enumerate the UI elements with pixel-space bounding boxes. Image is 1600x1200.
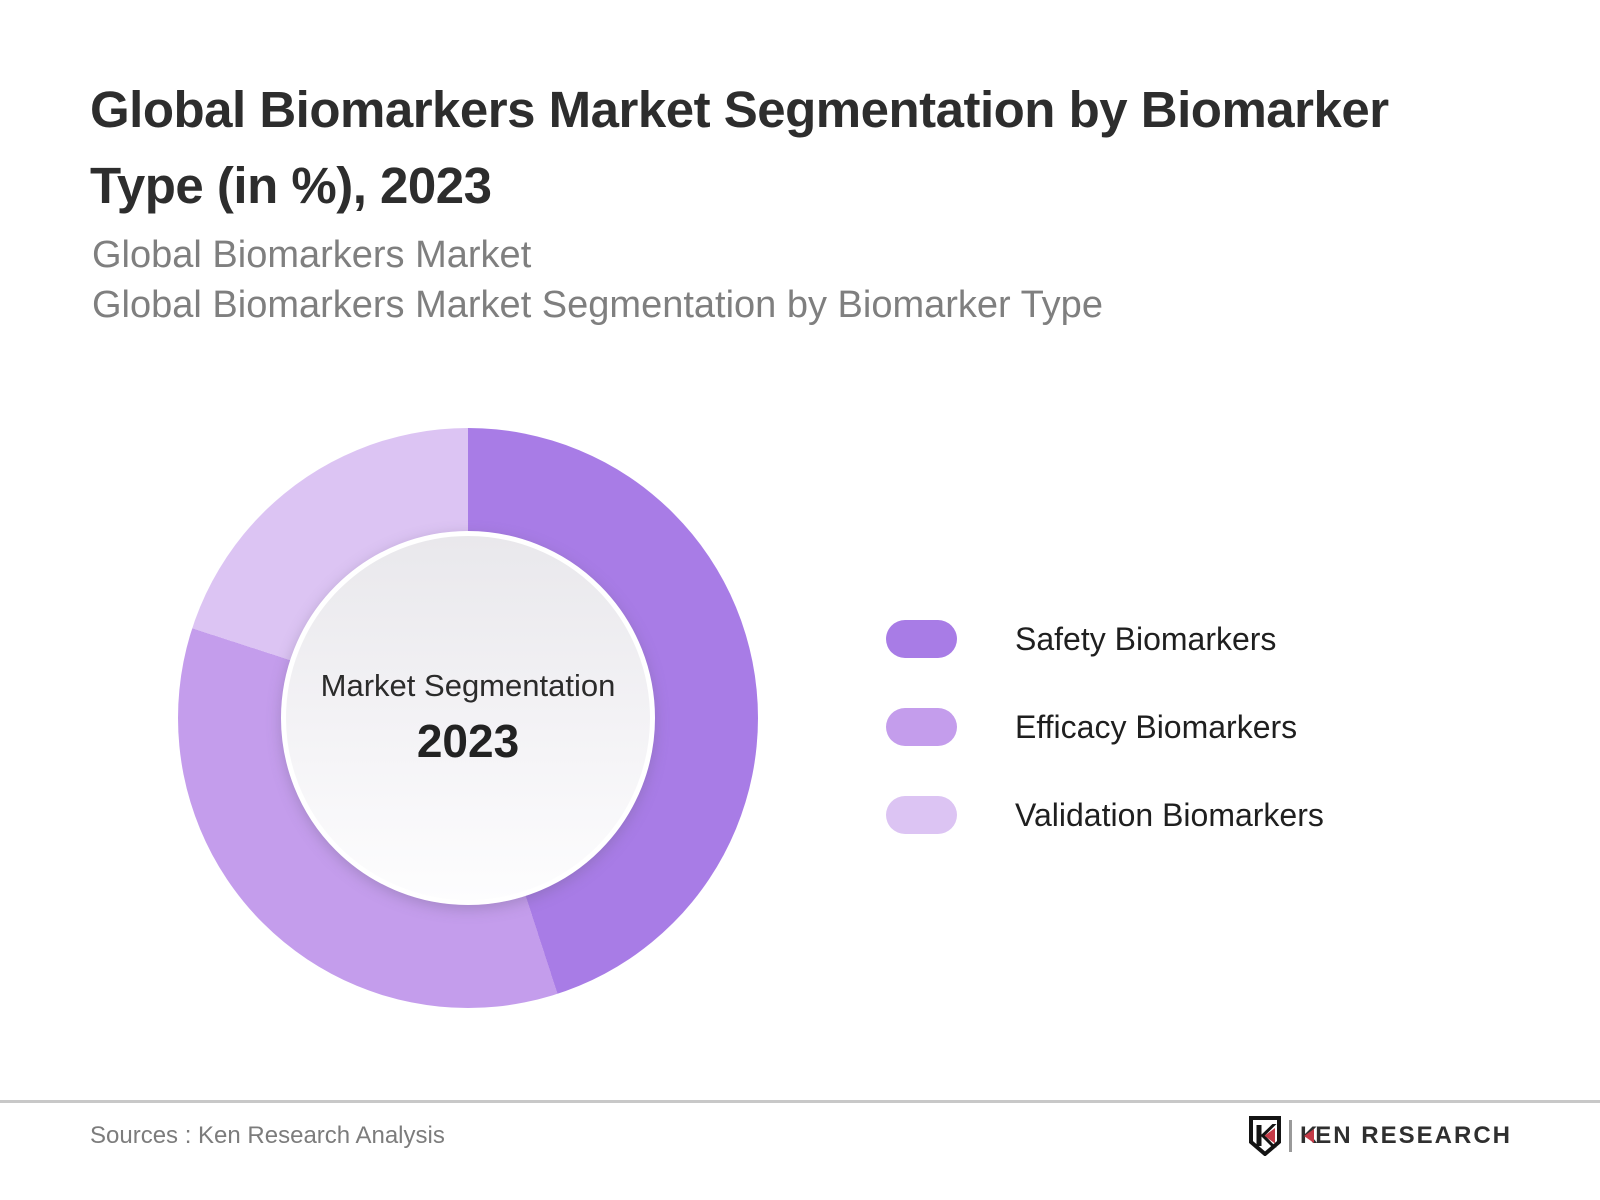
- chart-subtitles: Global Biomarkers Market Global Biomarke…: [92, 230, 1492, 330]
- brand-name-rest: EN RESEARCH: [1315, 1122, 1512, 1149]
- legend-item-efficacy: Efficacy Biomarkers: [886, 708, 1324, 746]
- legend-label-validation: Validation Biomarkers: [1015, 796, 1324, 833]
- ken-research-shield-icon: [1248, 1116, 1281, 1156]
- chart-subtitle-2: Global Biomarkers Market Segmentation by…: [92, 284, 1103, 326]
- brand-separator: [1288, 1120, 1292, 1152]
- sources-text: Sources : Ken Research Analysis: [90, 1122, 445, 1149]
- legend-swatch-efficacy: [886, 708, 957, 746]
- chart-title: Global Biomarkers Market Segmentation by…: [90, 72, 1590, 224]
- brand-logo: K EN RESEARCH: [1248, 1114, 1512, 1158]
- legend-swatch-safety: [886, 620, 957, 658]
- donut-center-year: 2023: [416, 715, 520, 767]
- donut-center-circle: Market Segmentation 2023: [281, 531, 655, 905]
- donut-chart: Market Segmentation 2023: [178, 428, 758, 1008]
- legend-item-safety: Safety Biomarkers: [886, 620, 1324, 658]
- chart-title-line1: Global Biomarkers Market Segmentation by…: [90, 81, 1389, 138]
- chart-subtitle-1: Global Biomarkers Market: [92, 234, 532, 276]
- legend-item-validation: Validation Biomarkers: [886, 796, 1324, 834]
- legend-label-safety: Safety Biomarkers: [1015, 620, 1277, 657]
- donut-center-label: Market Segmentation: [320, 668, 616, 703]
- legend-label-efficacy: Efficacy Biomarkers: [1015, 708, 1298, 745]
- chart-legend: Safety Biomarkers Efficacy Biomarkers Va…: [886, 620, 1324, 884]
- brand-arrow-icon: [1304, 1129, 1315, 1143]
- legend-swatch-validation: [886, 796, 957, 834]
- brand-text: K EN RESEARCH: [1300, 1122, 1512, 1150]
- chart-title-line2: Type (in %), 2023: [90, 157, 492, 214]
- footer-divider: [0, 1100, 1600, 1103]
